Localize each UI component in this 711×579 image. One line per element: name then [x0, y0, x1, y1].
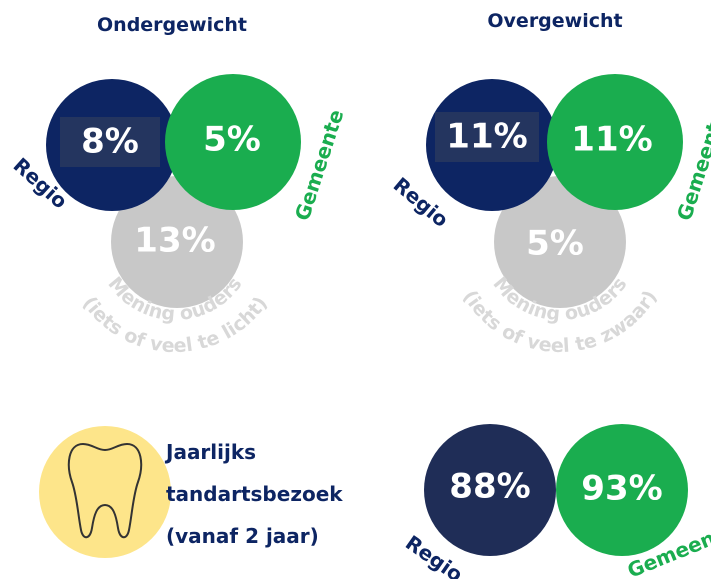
tooth-icon	[67, 442, 143, 539]
regio-value: 88%	[449, 467, 530, 507]
panel-title: Ondergewicht	[97, 14, 247, 36]
ouders-circle	[111, 176, 243, 308]
ouders-value: 13%	[134, 221, 215, 261]
gemeente-value: 11%	[571, 120, 652, 160]
gemeente-circle	[556, 424, 688, 556]
gemeente-value: 93%	[581, 469, 662, 509]
regio-circle	[424, 424, 556, 556]
tooth-circle	[39, 426, 171, 558]
gemeente-circle	[165, 74, 301, 210]
regio-value: 8%	[81, 122, 139, 162]
value-box	[60, 117, 160, 167]
regio-value: 11%	[446, 117, 527, 157]
panel-title: Overgewicht	[487, 10, 622, 32]
dental-line: (vanaf 2 jaar)	[166, 524, 319, 548]
ouders-circle	[494, 176, 626, 308]
ouders-value: 5%	[526, 224, 584, 264]
gemeente-circle	[547, 74, 683, 210]
dental-line: Jaarlijks	[164, 440, 256, 464]
gemeente-label: Gemeente	[290, 106, 348, 223]
gemeente-value: 5%	[203, 120, 261, 160]
dental-line: tandartsbezoek	[166, 482, 343, 506]
value-box	[435, 112, 539, 162]
